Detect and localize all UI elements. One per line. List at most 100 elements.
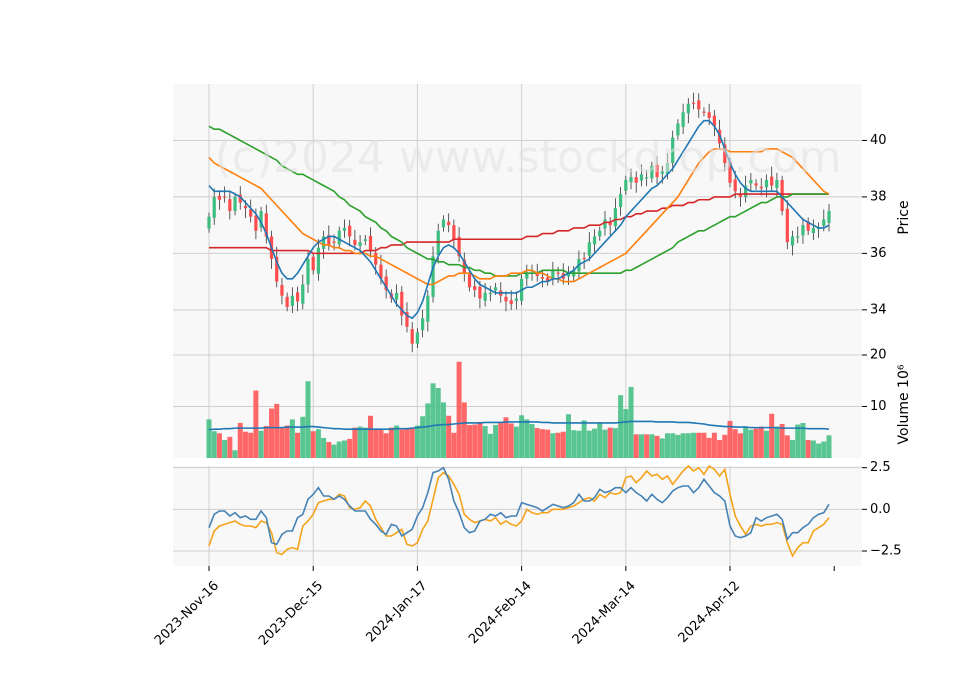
candle-body <box>770 176 774 186</box>
volume-bar <box>279 428 285 458</box>
volume-bar <box>341 440 347 458</box>
volume-bar <box>623 409 629 458</box>
candle-body <box>436 230 440 256</box>
y-tick-label: −2.5 <box>870 544 902 559</box>
volume-bar <box>748 429 754 458</box>
x-tick-label: 2023-Dec-15 <box>256 578 326 648</box>
volume-bar <box>253 390 259 458</box>
volume-bar <box>331 444 337 458</box>
candle-body <box>348 225 352 237</box>
oscillator-panel: −2.5 0.0 2.5 <box>173 460 902 566</box>
volume-bar <box>581 420 587 458</box>
volume-bar <box>289 419 295 458</box>
volume-bar <box>638 434 644 458</box>
candle-body <box>212 196 216 218</box>
candle-body <box>275 256 279 282</box>
volume-bar <box>487 433 493 458</box>
volume-bar <box>237 422 243 458</box>
volume-bar <box>576 430 582 458</box>
candle-body <box>254 215 258 231</box>
candle-body <box>702 111 706 113</box>
candle-body <box>806 221 810 231</box>
candle-body <box>660 171 664 174</box>
y-tick-label: 38 <box>870 189 887 204</box>
candle-body <box>785 208 789 243</box>
moving-average-line-long <box>208 125 829 277</box>
x-tick-label: 2024-Jan-17 <box>363 578 430 645</box>
volume-bar <box>472 424 478 458</box>
volume-axis-label: Volume 10⁶ <box>896 364 912 444</box>
volume-bar <box>430 383 436 458</box>
volume-bar <box>399 429 405 458</box>
candle-body <box>353 239 357 245</box>
candle-body <box>337 230 341 245</box>
volume-bar <box>467 425 473 458</box>
candle-body <box>394 292 399 300</box>
candle-body <box>285 296 289 308</box>
candle-body <box>363 239 367 241</box>
candle-body <box>415 332 420 344</box>
volume-bar <box>732 429 738 458</box>
volume-bar <box>826 435 832 458</box>
volume-bar <box>555 432 561 458</box>
candle-body <box>780 179 784 212</box>
candle-body <box>744 185 748 197</box>
volume-bar <box>805 439 811 458</box>
candle-body <box>686 103 690 114</box>
candle-body <box>228 199 232 212</box>
volume-bar <box>284 425 290 458</box>
volume-bar <box>498 422 504 458</box>
candle-body <box>478 286 482 299</box>
candle-body <box>488 292 492 295</box>
candle-body <box>754 183 758 186</box>
candle-body <box>796 236 800 238</box>
candle-body <box>566 273 571 277</box>
candle-body <box>384 276 388 291</box>
volume-bar <box>425 403 431 458</box>
candle-body <box>509 300 513 305</box>
volume-bar <box>607 427 613 458</box>
volume-bar <box>310 431 316 458</box>
volume-bar <box>649 434 655 458</box>
volume-bar <box>404 428 410 458</box>
y-tick-label: 20 <box>870 348 887 363</box>
candle-body <box>822 219 826 226</box>
volume-bar <box>258 430 264 458</box>
volume-bar <box>816 443 822 458</box>
candle-body <box>280 284 284 296</box>
candle-body <box>592 236 597 245</box>
volume-bar <box>769 413 775 458</box>
volume-bar <box>701 432 707 458</box>
x-tick-label: 2023-Nov-16 <box>152 578 222 648</box>
candle-body <box>322 236 326 249</box>
candle-body <box>733 179 737 192</box>
volume-bar <box>242 431 248 458</box>
x-tick-label: 2024-Feb-14 <box>466 578 535 647</box>
candle-body <box>801 225 805 236</box>
volume-bar <box>774 426 780 458</box>
candle-body <box>634 177 638 183</box>
candle-body <box>712 115 716 127</box>
candle-body <box>217 195 222 200</box>
candle-body <box>827 211 831 223</box>
volume-bar <box>795 424 801 458</box>
volume-bar <box>737 433 743 458</box>
volume-bar <box>680 433 686 458</box>
volume-bar <box>274 403 280 458</box>
candle-body <box>582 257 586 260</box>
oscillator-line-a <box>208 466 830 546</box>
volume-moving-average-line <box>208 420 830 431</box>
candle-body <box>243 205 248 209</box>
volume-bar <box>378 428 384 458</box>
candle-body <box>290 295 294 306</box>
volume-bar <box>409 427 415 458</box>
volume-bar <box>633 434 639 458</box>
candle-body <box>295 292 300 302</box>
volume-bar <box>357 426 363 458</box>
volume-bar <box>586 430 592 458</box>
candle-body <box>441 219 446 228</box>
volume-bar <box>300 416 306 458</box>
volume-bar <box>362 427 368 458</box>
volume-bar <box>211 431 217 458</box>
volume-bar <box>800 422 806 458</box>
